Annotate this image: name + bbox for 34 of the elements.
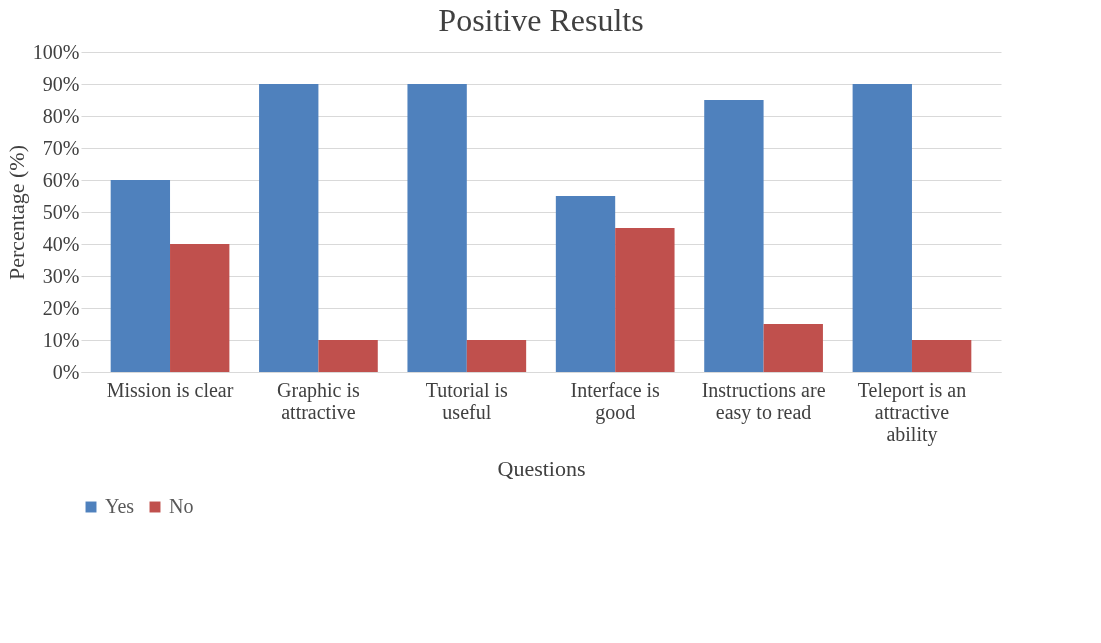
x-tick-label: Tutorial is useful: [425, 378, 509, 423]
bar: [259, 84, 319, 372]
bar: [911, 340, 972, 372]
y-tick-label: 40%: [42, 232, 80, 255]
y-tick-label: 10%: [42, 328, 80, 351]
y-tick-label: 70%: [42, 136, 80, 159]
x-tick-label: Graphic is attractive: [277, 378, 361, 423]
y-tick-label: 0%: [52, 360, 80, 383]
y-tick-label: 50%: [42, 200, 80, 223]
y-tick-label: 100%: [32, 40, 80, 63]
bar: [852, 84, 912, 372]
bar: [170, 244, 230, 372]
y-tick-label: 30%: [42, 264, 80, 287]
bar: [466, 340, 527, 372]
bar: [704, 100, 764, 372]
bar: [555, 196, 616, 372]
legend-label: No: [169, 495, 194, 517]
chart-title: Positive Results: [438, 2, 644, 38]
y-tick-label: 20%: [42, 296, 80, 319]
bar: [407, 84, 467, 372]
y-tick-label: 60%: [42, 168, 80, 191]
x-tick-label: Mission is clear: [106, 378, 234, 401]
bar: [318, 340, 378, 372]
y-axis-title: Percentage (%): [3, 145, 29, 280]
bar: [110, 180, 171, 372]
legend-label: Yes: [105, 495, 135, 517]
y-tick-label: 90%: [42, 72, 80, 95]
x-tick-label: Teleport is an attractive ability: [857, 378, 967, 446]
y-tick-label: 80%: [42, 104, 80, 127]
x-tick-label: Instructions are easy to read: [701, 378, 826, 424]
bar: [615, 228, 675, 372]
x-axis-title: Questions: [497, 455, 586, 481]
bar: [763, 324, 823, 372]
x-tick-label: Interface is good: [570, 378, 661, 424]
